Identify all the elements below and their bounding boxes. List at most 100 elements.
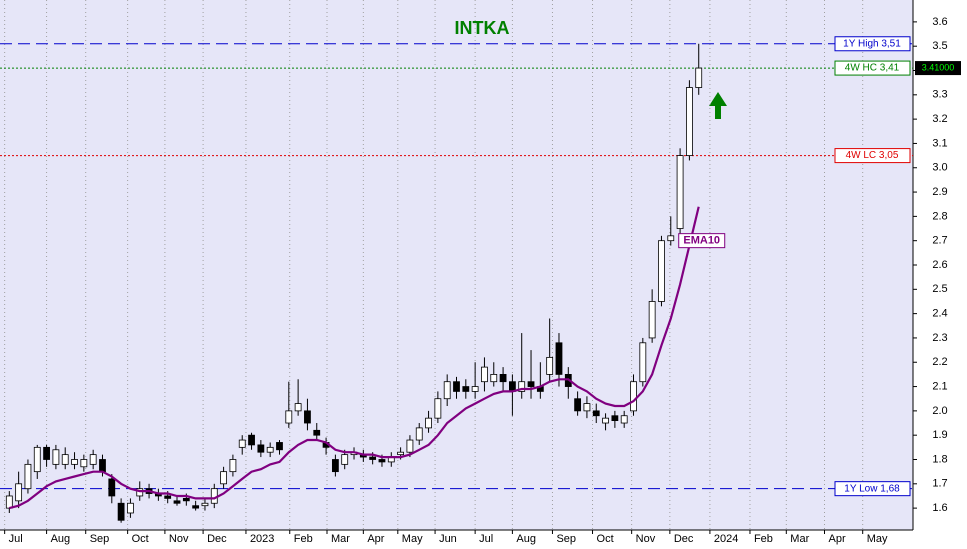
level-label-box [834,481,911,497]
y-tick-label: 3.0 [932,162,947,174]
candle-body [592,410,600,417]
candle-body [369,456,377,460]
candle-body [248,434,255,446]
candle-body [406,439,414,453]
x-tick-label: May [867,533,888,545]
candle-body [43,446,50,460]
candle-body [71,459,78,465]
x-tick-label: Aug [51,533,71,545]
candle-body [182,497,190,502]
candle-body [602,417,609,424]
x-tick-label: Sep [90,533,110,545]
level-label-box [834,148,911,164]
y-tick-label: 3.6 [932,16,947,28]
candle-body [490,374,498,383]
y-tick-label: 1.6 [932,502,947,514]
candle-body [192,505,200,509]
candle-body [527,381,535,387]
candle-body [583,403,591,412]
candle-body [257,444,265,453]
y-tick-label: 3.3 [932,89,947,101]
y-tick-label: 2.2 [932,356,947,368]
y-tick-label: 1.9 [932,429,947,441]
candle-body [127,502,134,514]
candle-body [52,449,60,465]
candle-body [276,442,283,451]
candle-body [33,446,41,473]
y-tick-label: 2.1 [932,380,947,392]
y-tick-label: 2.5 [932,283,947,295]
y-tick-label: 2.6 [932,259,947,271]
candle-body [397,451,405,456]
last-price-label: 3.41000 [922,62,955,72]
x-tick-label: Mar [331,533,350,545]
series-label-box [678,233,726,249]
up-arrow [709,92,727,119]
candle-body [238,439,246,448]
ema-line [9,206,700,510]
x-tick-label: Oct [132,533,149,545]
y-tick-label: 2.0 [932,405,947,417]
level-label-box [834,36,911,52]
y-tick-label: 2.8 [932,210,947,222]
candle-body [639,342,647,383]
candle-body [136,488,144,497]
x-tick-label: Jul [479,533,493,545]
candle-body [220,471,227,485]
y-tick-label: 2.4 [932,308,947,320]
candle-body [630,381,637,412]
candle-body [415,427,423,441]
candle-body [471,386,479,392]
candle-body [229,459,237,473]
candle-body [499,374,507,383]
x-tick-label: Jul [9,533,23,545]
candle-body [266,446,274,453]
level-label: 1Y Low 1,68 [844,483,900,494]
candle-body [117,502,125,521]
x-tick-label: Sep [556,533,576,545]
candle-body [611,415,619,421]
level-label-box [834,60,911,76]
x-tick-label: Apr [828,533,845,545]
x-tick-label: May [402,533,423,545]
candle-body [648,301,656,339]
candle-body [620,415,628,424]
candle-body [658,240,665,302]
candle-body [676,155,684,229]
candle-body [425,417,432,429]
x-tick-label: Jun [439,533,457,545]
candle-body [341,454,349,465]
candle-body [173,500,181,504]
y-tick-label: 1.8 [932,453,947,465]
candle-body [24,463,32,490]
candle-body [61,454,69,465]
candle-body [331,459,339,473]
y-tick-label: 2.3 [932,332,947,344]
candle-body [434,398,442,419]
candle-body [99,459,106,473]
last-price-box [915,61,961,76]
x-tick-label: Feb [754,533,773,545]
plot-area [0,0,913,530]
candle-body [285,410,293,424]
candle-body [80,459,88,468]
candle-body [313,429,321,436]
x-tick-label: Apr [367,533,384,545]
y-axis-area [913,0,967,549]
x-tick-label: Nov [169,533,189,545]
series-label: EMA10 [683,235,720,247]
y-tick-label: 2.7 [932,235,947,247]
level-label: 4W LC 3,05 [846,150,899,161]
candle-body [443,381,451,400]
x-axis-area [0,530,913,549]
candle-body [695,67,703,88]
candle-body [518,381,526,392]
candle-body [378,459,386,463]
candle-body [546,356,554,375]
candle-body [210,488,218,504]
candle-body [201,502,209,507]
x-tick-label: 2024 [714,533,738,545]
x-tick-label: 2023 [250,533,274,545]
candle-body [89,454,97,465]
candle-body [15,483,23,502]
